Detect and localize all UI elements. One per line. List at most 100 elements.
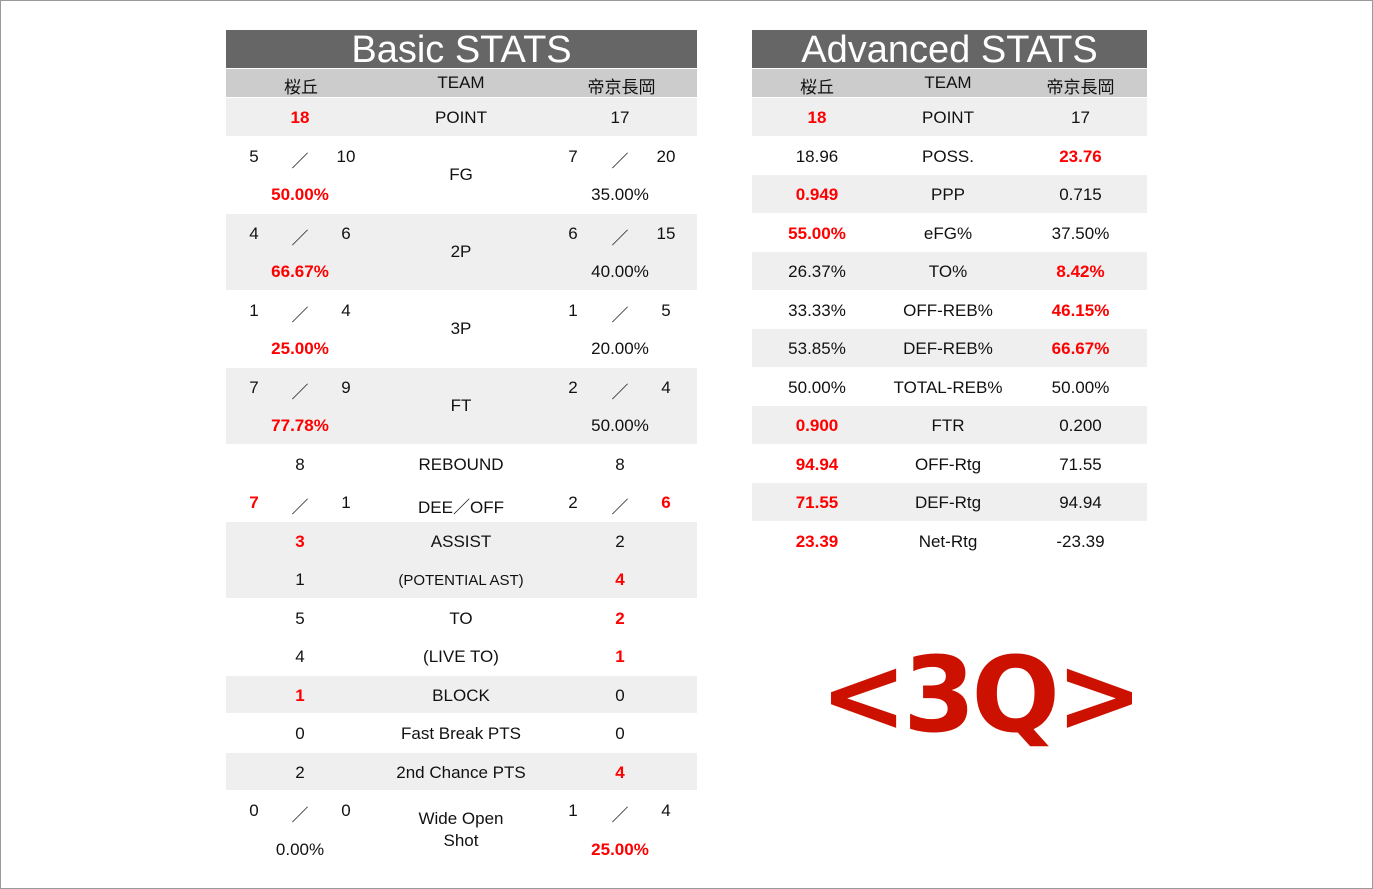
team-b-value: 25.00% [591,839,649,859]
team-b-made: 1 [568,300,578,320]
team-b-attempted: 6 [661,493,671,512]
stat-label: POSS. [922,146,974,166]
team-a-value: 0.949 [795,185,839,204]
stat-label: FT [450,396,472,415]
team-label-header: TEAM [924,73,972,92]
team-a-made: 4 [249,223,259,243]
team-b-made: 1 [568,801,578,820]
team-b-header: 帝京長岡 [1046,78,1115,97]
slash-separator: ／ [611,806,629,825]
team-b-value: 17 [610,108,630,127]
team-b-value: -23.39 [1056,531,1105,551]
stat-label: DEF-Rtg [914,493,982,512]
team-a-attempted: 10 [336,146,356,166]
stat-label: PPP [930,185,966,204]
team-a-value: 23.39 [795,531,839,551]
team-b-attempted: 20 [656,146,676,166]
team-a-value: 1 [295,685,305,705]
slash-separator: ／ [611,382,629,402]
team-a-value: 50.00% [271,185,329,204]
slash-separator: ／ [611,305,629,325]
team-b-value: 50.00% [1051,377,1110,397]
slash-separator: ／ [291,305,309,325]
slash-separator: ／ [611,498,629,517]
team-b-value: 0.200 [1059,416,1102,435]
team-a-attempted: 6 [341,223,351,243]
team-b-value: 17 [1071,108,1090,127]
team-a-value: 53.85% [788,339,846,358]
team-b-value: 0 [615,685,625,705]
team-a-value: 55.00% [788,223,846,243]
slash-separator: ／ [611,228,629,248]
team-a-value: 0.900 [795,416,839,435]
team-b-header: 帝京長岡 [587,78,656,97]
advanced-stat-row [752,252,1147,290]
slash-separator: ／ [291,498,309,517]
advanced-stat-row [752,175,1147,213]
stat-label: ASSIST [430,531,492,551]
stat-label: 2nd Chance PTS [396,762,526,782]
quarter-logo: <3Q> [820,634,1143,756]
team-b-value: 0.715 [1059,185,1102,204]
stat-row-group [226,213,697,290]
slash-separator: ／ [291,151,309,171]
team-b-value: 46.15% [1051,300,1110,320]
stat-label: 3P [450,319,472,338]
advanced-stat-row [752,483,1147,521]
stat-label: (LIVE TO) [423,647,499,666]
team-b-value: 20.00% [591,339,649,358]
team-a-value: 0.00% [275,839,325,859]
team-b-value: 37.50% [1051,223,1110,243]
stat-label: Net-Rtg [918,531,978,551]
slash-separator: ／ [611,151,629,171]
team-a-value: 18 [290,108,310,127]
team-b-value: 35.00% [591,185,649,204]
advanced-stats-title: Advanced STATS [752,30,1147,70]
stat-label: Fast Break PTS [401,724,521,743]
team-a-made: 0 [249,801,259,820]
stat-label: FG [449,165,473,184]
team-a-value: 18.96 [795,146,839,166]
team-a-value: 3 [295,531,305,551]
team-b-attempted: 4 [661,377,671,397]
team-a-value: 0 [295,724,305,743]
team-b-value: 66.67% [1051,339,1110,358]
basic-stats-table: Basic STATS 桜丘 TEAM 帝京長岡 POINT 18 17 FG 5 ／ 10… [226,30,697,870]
team-a-made: 7 [249,377,259,397]
team-a-value: 26.37% [788,262,846,281]
team-b-value: 4 [615,762,625,782]
advanced-stat-row [752,98,1147,136]
team-b-value: 4 [615,570,625,589]
team-b-made: 7 [568,146,578,166]
team-a-value: 50.00% [788,377,846,397]
team-b-made: 2 [568,377,578,397]
team-a-header: 桜丘 [800,78,834,97]
team-a-made: 1 [249,300,259,320]
stat-label: REBOUND [418,454,504,474]
team-b-value: 94.94 [1059,493,1102,512]
advanced-stat-row [752,329,1147,367]
team-a-value: 5 [295,608,305,628]
advanced-column-header: 桜丘 TEAM 帝京長岡 [752,69,1147,97]
team-a-attempted: 9 [341,377,351,397]
stat-label: TO [449,608,473,628]
team-a-attempted: 1 [341,493,351,512]
team-b-value: 1 [615,647,625,666]
team-a-made: 5 [249,146,259,166]
stat-label: POINT [922,108,974,127]
team-b-made: 6 [568,223,578,243]
team-b-value: 40.00% [591,262,649,281]
stat-label: OFF-Rtg [914,454,982,474]
team-a-attempted: 4 [341,300,351,320]
team-a-attempted: 0 [341,801,351,820]
stat-row-group [226,367,697,444]
stat-row-group [226,752,697,790]
team-b-value: 2 [615,608,625,628]
stat-label: eFG% [923,223,973,243]
team-a-value: 18 [807,108,827,127]
team-b-value: 2 [615,531,625,551]
team-b-value: 8.42% [1056,262,1105,281]
stat-label: 2P [450,242,472,261]
basic-stats-title: Basic STATS [226,30,697,70]
basic-column-header: 桜丘 TEAM 帝京長岡 [226,69,697,97]
